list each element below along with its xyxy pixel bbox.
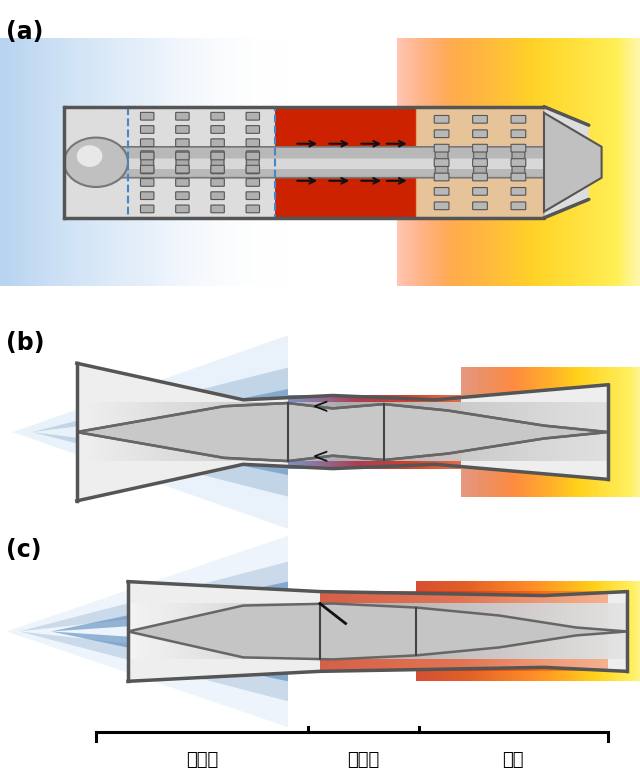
Polygon shape <box>19 561 288 631</box>
Polygon shape <box>51 582 288 631</box>
FancyBboxPatch shape <box>474 151 486 174</box>
Polygon shape <box>19 631 288 701</box>
Text: (b): (b) <box>6 331 45 355</box>
FancyBboxPatch shape <box>175 113 189 120</box>
Polygon shape <box>6 631 288 727</box>
FancyBboxPatch shape <box>511 173 526 181</box>
FancyBboxPatch shape <box>511 116 526 124</box>
Polygon shape <box>13 432 288 529</box>
FancyBboxPatch shape <box>141 126 154 134</box>
FancyBboxPatch shape <box>141 151 154 174</box>
Polygon shape <box>77 432 288 475</box>
FancyBboxPatch shape <box>246 205 260 213</box>
FancyBboxPatch shape <box>175 165 189 173</box>
Polygon shape <box>77 389 288 432</box>
FancyBboxPatch shape <box>246 126 260 134</box>
FancyBboxPatch shape <box>511 159 526 167</box>
FancyBboxPatch shape <box>175 192 189 199</box>
FancyBboxPatch shape <box>211 192 225 199</box>
FancyBboxPatch shape <box>211 151 224 174</box>
FancyBboxPatch shape <box>511 130 526 138</box>
FancyBboxPatch shape <box>435 130 449 138</box>
FancyBboxPatch shape <box>211 152 225 160</box>
FancyBboxPatch shape <box>175 152 189 160</box>
FancyBboxPatch shape <box>141 113 154 120</box>
Ellipse shape <box>64 138 128 187</box>
Polygon shape <box>128 604 627 659</box>
FancyBboxPatch shape <box>211 113 225 120</box>
FancyBboxPatch shape <box>175 126 189 134</box>
FancyBboxPatch shape <box>473 145 488 152</box>
FancyBboxPatch shape <box>175 139 189 146</box>
FancyBboxPatch shape <box>473 159 488 167</box>
FancyBboxPatch shape <box>175 178 189 186</box>
Polygon shape <box>544 113 602 212</box>
Polygon shape <box>275 106 416 218</box>
Polygon shape <box>77 403 608 461</box>
Polygon shape <box>416 106 544 218</box>
Text: (a): (a) <box>6 20 44 44</box>
Text: 进气道: 进气道 <box>186 751 218 769</box>
FancyBboxPatch shape <box>112 147 554 178</box>
FancyBboxPatch shape <box>141 178 154 186</box>
Polygon shape <box>77 363 608 501</box>
FancyBboxPatch shape <box>141 139 154 146</box>
FancyBboxPatch shape <box>211 126 225 134</box>
FancyBboxPatch shape <box>211 178 225 186</box>
Polygon shape <box>128 582 627 681</box>
Text: <: < <box>311 447 329 468</box>
FancyBboxPatch shape <box>473 202 488 210</box>
FancyBboxPatch shape <box>141 205 154 213</box>
FancyBboxPatch shape <box>246 178 260 186</box>
Polygon shape <box>64 106 589 218</box>
FancyBboxPatch shape <box>512 151 525 174</box>
FancyBboxPatch shape <box>246 152 260 160</box>
FancyBboxPatch shape <box>246 113 260 120</box>
Polygon shape <box>6 536 288 631</box>
Text: 燃烧室: 燃烧室 <box>348 751 380 769</box>
FancyBboxPatch shape <box>211 205 225 213</box>
FancyBboxPatch shape <box>435 116 449 124</box>
FancyBboxPatch shape <box>211 139 225 146</box>
FancyBboxPatch shape <box>473 188 488 196</box>
FancyBboxPatch shape <box>473 173 488 181</box>
Polygon shape <box>32 432 288 497</box>
FancyBboxPatch shape <box>511 188 526 196</box>
FancyBboxPatch shape <box>435 188 449 196</box>
FancyBboxPatch shape <box>141 192 154 199</box>
FancyBboxPatch shape <box>246 192 260 199</box>
FancyBboxPatch shape <box>511 202 526 210</box>
FancyBboxPatch shape <box>511 145 526 152</box>
FancyBboxPatch shape <box>141 165 154 173</box>
FancyBboxPatch shape <box>473 116 488 124</box>
Text: 噴口: 噴口 <box>502 751 524 769</box>
FancyBboxPatch shape <box>435 173 449 181</box>
FancyBboxPatch shape <box>120 159 545 169</box>
FancyBboxPatch shape <box>211 165 225 173</box>
Polygon shape <box>32 368 288 432</box>
FancyBboxPatch shape <box>435 159 449 167</box>
Ellipse shape <box>77 145 102 167</box>
FancyBboxPatch shape <box>473 130 488 138</box>
Text: (c): (c) <box>6 538 42 561</box>
FancyBboxPatch shape <box>435 145 449 152</box>
FancyBboxPatch shape <box>435 151 448 174</box>
Polygon shape <box>51 631 288 681</box>
FancyBboxPatch shape <box>176 151 189 174</box>
Polygon shape <box>13 335 288 432</box>
Text: <: < <box>311 396 329 417</box>
FancyBboxPatch shape <box>246 151 259 174</box>
FancyBboxPatch shape <box>246 165 260 173</box>
FancyBboxPatch shape <box>246 139 260 146</box>
FancyBboxPatch shape <box>435 202 449 210</box>
FancyBboxPatch shape <box>175 205 189 213</box>
FancyBboxPatch shape <box>141 152 154 160</box>
